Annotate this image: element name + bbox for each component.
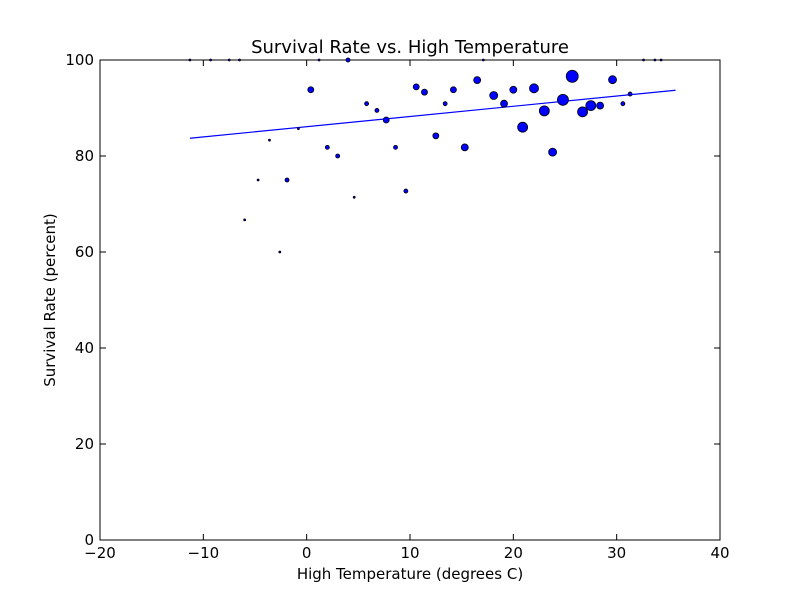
data-point xyxy=(412,83,420,91)
x-tick-label: −10 xyxy=(188,544,220,562)
data-point xyxy=(345,57,351,63)
data-point xyxy=(352,195,356,199)
x-tick-label: 30 xyxy=(607,544,626,562)
data-point xyxy=(364,101,370,107)
x-tick-label: 0 xyxy=(302,544,312,562)
data-point xyxy=(307,86,315,94)
data-point xyxy=(620,101,626,107)
data-point xyxy=(548,147,557,157)
data-point xyxy=(481,58,485,62)
data-point xyxy=(268,138,271,142)
plot-area xyxy=(99,57,721,541)
x-axis-label: High Temperature (degrees C) xyxy=(297,565,523,583)
y-tick-label: 100 xyxy=(65,51,94,69)
data-point xyxy=(317,58,321,62)
trend-line xyxy=(189,89,676,139)
data-point xyxy=(296,127,300,131)
data-point xyxy=(227,58,231,62)
data-point xyxy=(509,85,518,94)
data-point xyxy=(256,178,260,182)
y-tick-label: 40 xyxy=(75,339,94,357)
data-point xyxy=(642,58,645,62)
data-point xyxy=(382,116,390,124)
data-point xyxy=(653,58,657,62)
data-point xyxy=(608,75,617,85)
y-tick-label: 80 xyxy=(75,147,94,165)
data-point xyxy=(188,58,192,62)
y-axis-label: Survival Rate (percent) xyxy=(41,213,59,387)
data-point xyxy=(243,218,247,222)
data-point xyxy=(209,58,212,62)
data-point xyxy=(460,143,469,152)
data-point xyxy=(577,106,588,118)
data-point xyxy=(500,99,508,108)
data-point xyxy=(403,188,409,194)
data-point xyxy=(393,144,398,150)
data-point xyxy=(557,93,569,106)
y-tick-label: 0 xyxy=(84,531,94,549)
chart-title: Survival Rate vs. High Temperature xyxy=(251,37,569,58)
y-tick-label: 60 xyxy=(75,243,94,261)
y-axis-ticks: 0 20 40 60 80 100 xyxy=(65,51,720,549)
data-point xyxy=(278,250,282,254)
data-point xyxy=(659,58,663,62)
data-point xyxy=(374,108,380,113)
data-point xyxy=(442,101,448,107)
y-tick-label: 20 xyxy=(75,435,94,453)
plot-frame xyxy=(99,59,721,541)
data-point xyxy=(421,88,428,96)
data-point xyxy=(596,101,605,110)
x-tick-label: 20 xyxy=(504,544,523,562)
points-layer xyxy=(188,57,663,254)
data-point xyxy=(538,105,550,117)
data-point xyxy=(473,76,482,85)
data-point xyxy=(489,91,499,100)
data-point xyxy=(284,177,290,183)
data-point xyxy=(335,153,341,159)
fit-line-layer xyxy=(189,89,676,139)
data-point xyxy=(449,86,457,94)
data-point xyxy=(585,100,597,111)
data-point xyxy=(565,69,579,83)
x-tick-label: 10 xyxy=(400,544,419,562)
x-tick-label: 40 xyxy=(710,544,729,562)
data-point xyxy=(432,132,440,140)
data-point xyxy=(324,144,330,150)
data-point xyxy=(627,91,633,97)
data-point xyxy=(517,121,529,133)
x-tick-label: −20 xyxy=(84,544,116,562)
x-axis-ticks: −20 −10 0 10 20 30 40 xyxy=(84,60,730,562)
data-point xyxy=(529,83,539,94)
data-point xyxy=(238,58,241,62)
